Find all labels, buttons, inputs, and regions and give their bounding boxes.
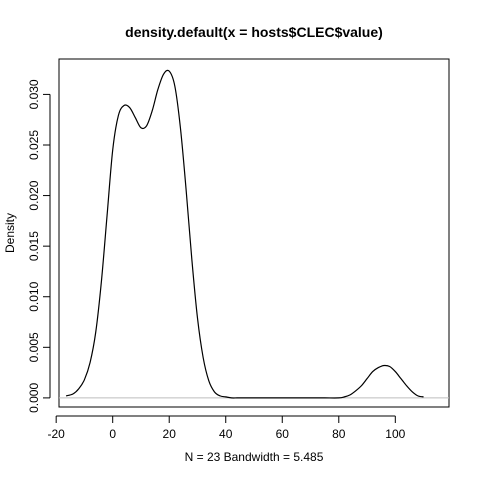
axes-group: -20 0 20 40 60 80 100 0.000 0.005 0.010 0.015 0.020… <box>27 58 450 441</box>
density-line <box>65 69 424 399</box>
y-tick-label: 0.000 <box>27 383 41 413</box>
x-tick-label: 80 <box>332 427 346 441</box>
x-tick-label: 60 <box>276 427 290 441</box>
x-tick-label: 20 <box>163 427 177 441</box>
y-tick-label: 0.015 <box>27 231 41 261</box>
x-axis-label: N = 23 Bandwidth = 5.485 <box>185 450 324 464</box>
chart-title: density.default(x = hosts$CLEC$value) <box>125 24 383 40</box>
x-tick-label: 100 <box>385 427 405 441</box>
x-tick-label: -20 <box>48 427 66 441</box>
y-tick-label: 0.005 <box>27 332 41 362</box>
x-tick-label: 0 <box>109 427 116 441</box>
plot-group <box>59 69 449 399</box>
y-axis-label: Density <box>3 213 17 253</box>
plot-frame <box>58 58 450 408</box>
y-tick-label: 0.010 <box>27 281 41 311</box>
y-tick-label: 0.020 <box>27 180 41 210</box>
y-tick-label: 0.025 <box>27 130 41 160</box>
x-tick-label: 40 <box>219 427 233 441</box>
y-tick-label: 0.030 <box>27 79 41 109</box>
